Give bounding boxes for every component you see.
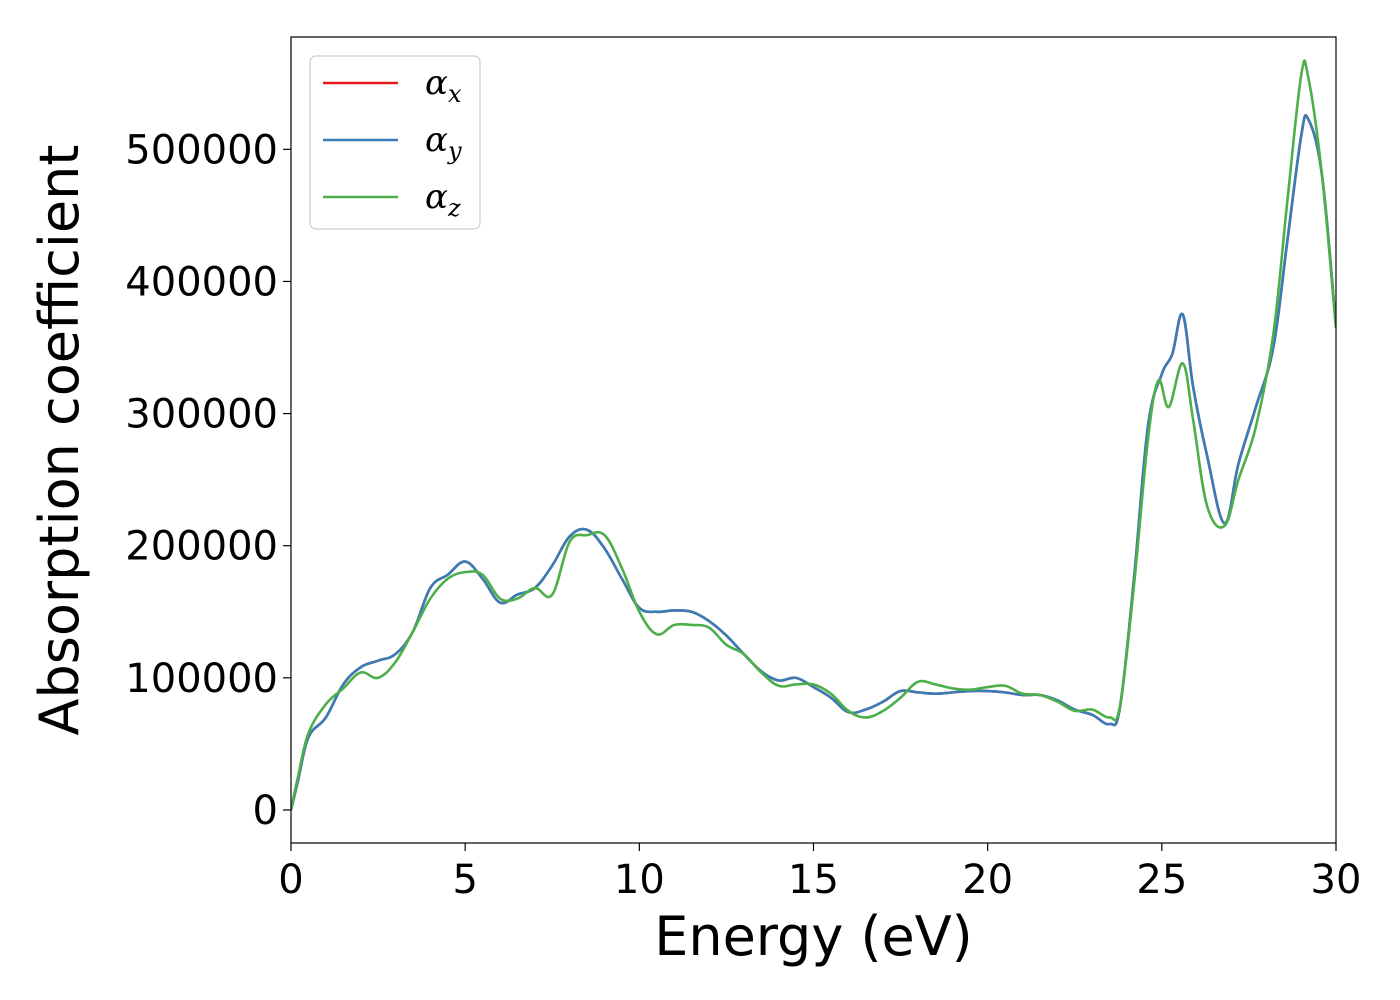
y-tick-label: 400000 — [125, 259, 278, 305]
legend-subscript: z — [447, 194, 461, 222]
legend-entry-y: αy — [425, 120, 462, 165]
series-layer — [291, 59, 1336, 811]
x-tick-label: 10 — [614, 857, 665, 903]
legend-symbol: α — [425, 177, 448, 217]
y-axis-label: Absorption coefficient — [28, 145, 91, 736]
x-tick-label: 15 — [788, 857, 839, 903]
x-tick-label: 5 — [452, 857, 477, 903]
axis-ticks: 0 5 10 15 20 25 30 0 100000 200000 300000 400000 500… — [125, 127, 1361, 903]
series-line-y — [291, 114, 1336, 811]
x-tick-label: 0 — [278, 857, 303, 903]
legend-entry-z: αz — [425, 177, 461, 222]
x-tick-label: 20 — [962, 857, 1013, 903]
legend-symbol: α — [425, 63, 448, 103]
x-tick-label: 25 — [1136, 857, 1187, 903]
y-tick-label: 0 — [253, 788, 278, 834]
series-line-z — [291, 59, 1336, 811]
x-tick-label: 30 — [1311, 857, 1362, 903]
legend-entry-x: αx — [425, 63, 462, 108]
y-tick-label: 100000 — [125, 656, 278, 702]
legend-symbol: α — [425, 120, 448, 160]
legend-subscript: y — [447, 137, 462, 165]
legend-subscript: x — [448, 80, 462, 108]
y-tick-label: 200000 — [125, 524, 278, 570]
legend-box — [309, 55, 481, 230]
y-tick-label: 300000 — [125, 392, 278, 438]
x-axis-label: Energy (eV) — [654, 905, 973, 968]
y-tick-label: 500000 — [125, 127, 278, 173]
